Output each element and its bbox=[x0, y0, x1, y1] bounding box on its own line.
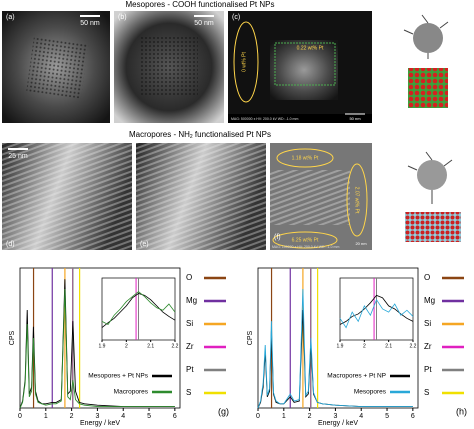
inset-x-tick-label: 2.1 bbox=[385, 343, 392, 349]
x-tick-label: 1 bbox=[282, 413, 286, 420]
inset-x-tick-label: 2.2 bbox=[172, 343, 179, 349]
panel-label: (h) bbox=[456, 406, 467, 416]
element-name: Mg bbox=[424, 296, 435, 305]
x-tick-label: 6 bbox=[411, 413, 415, 420]
annotation: 1.18 wt% Pt bbox=[292, 155, 319, 161]
panel-label: (f) bbox=[274, 234, 281, 241]
annotation: 0.22 wt% Pt bbox=[297, 45, 324, 51]
y-axis-label: CPS bbox=[247, 330, 254, 345]
y-axis-label: CPS bbox=[9, 330, 16, 345]
x-tick-label: 3 bbox=[333, 413, 337, 420]
region-ellipse bbox=[346, 163, 368, 237]
x-tick-label: 3 bbox=[95, 413, 99, 420]
element-name: Zr bbox=[424, 342, 432, 351]
legend-label: Macropores bbox=[114, 389, 149, 396]
panel-label: (g) bbox=[218, 406, 229, 416]
ligands bbox=[403, 14, 449, 59]
element-name: Si bbox=[424, 319, 431, 328]
annotation: 0 wt% Pt bbox=[241, 52, 247, 72]
legend-label: Mesopores bbox=[354, 389, 387, 396]
region-ellipse bbox=[276, 148, 334, 168]
x-tick-label: 0 bbox=[256, 413, 260, 420]
element-name: O bbox=[186, 273, 192, 282]
nanoparticle bbox=[413, 23, 443, 53]
slab-model bbox=[405, 212, 461, 242]
element-name: Zr bbox=[186, 342, 194, 351]
top-title: Mesopores - COOH functionalised Pt NPs bbox=[126, 0, 275, 9]
element-name: S bbox=[186, 388, 191, 397]
x-tick-label: 4 bbox=[359, 413, 363, 420]
pore-texture bbox=[140, 35, 198, 95]
plot-frame bbox=[19, 267, 181, 409]
panel-label: (b) bbox=[118, 14, 127, 21]
series-line bbox=[101, 293, 176, 328]
particle bbox=[270, 40, 338, 100]
panel-label: (d) bbox=[6, 241, 15, 248]
annotation: 2.07 wt% Pt bbox=[354, 187, 360, 214]
info-text: MAG: 100000 x HV: 200.0 kV WD: -1.0 mm bbox=[272, 245, 339, 249]
x-axis-label: Energy / keV bbox=[318, 420, 358, 427]
element-name: Mg bbox=[186, 296, 197, 305]
series-line bbox=[101, 291, 176, 326]
series-line bbox=[339, 294, 414, 325]
inset-x-tick-label: 2 bbox=[125, 343, 128, 349]
title-part: functionalised Pt NPs bbox=[193, 130, 271, 139]
scale-label: 50 nm bbox=[349, 116, 361, 121]
stripe-texture bbox=[2, 143, 132, 250]
panel-label: (a) bbox=[6, 14, 15, 21]
stripe-texture bbox=[270, 170, 350, 225]
pore-texture bbox=[26, 36, 89, 99]
inset-x-tick-label: 1.9 bbox=[99, 343, 106, 349]
x-tick-label: 6 bbox=[173, 413, 177, 420]
element-name: O bbox=[424, 273, 430, 282]
x-tick-label: 2 bbox=[308, 413, 312, 420]
info-text: MAG: 500000 x HV: 200.0 kV WD: -1.0 mm bbox=[231, 117, 298, 121]
series-line bbox=[19, 288, 175, 409]
middle-title: Macropores - NH2 functionalised Pt NPs bbox=[129, 130, 271, 140]
inset-x-tick-label: 2.2 bbox=[410, 343, 417, 349]
title-part: Macropores - NH bbox=[129, 130, 190, 139]
scale-label: 50 nm bbox=[194, 20, 214, 27]
x-tick-label: 1 bbox=[44, 413, 48, 420]
series-line bbox=[339, 298, 414, 329]
nanoparticle bbox=[417, 160, 447, 190]
stripe-texture bbox=[136, 143, 266, 250]
inset-x-tick-label: 1.9 bbox=[337, 343, 344, 349]
x-tick-label: 2 bbox=[70, 413, 74, 420]
element-name: S bbox=[424, 388, 429, 397]
element-name: Pt bbox=[186, 365, 194, 374]
panel-label: (e) bbox=[140, 241, 149, 248]
x-axis-label: Energy / keV bbox=[80, 420, 120, 427]
ligands bbox=[407, 151, 453, 204]
x-tick-label: 5 bbox=[385, 413, 389, 420]
legend-label: Mesopores + Pt NPs bbox=[88, 373, 149, 380]
scale-label: 25 nm bbox=[8, 153, 28, 160]
element-name: Pt bbox=[424, 365, 432, 374]
region-ellipse bbox=[233, 21, 259, 103]
info-bar bbox=[228, 114, 372, 123]
x-tick-label: 5 bbox=[147, 413, 151, 420]
panel-label: (c) bbox=[232, 14, 240, 21]
legend-label: Macropores + Pt NP bbox=[327, 373, 386, 380]
cube-model bbox=[408, 68, 448, 108]
annotation: 6.25 wt% Pt bbox=[292, 237, 319, 243]
scale-label: 20 nm bbox=[355, 241, 367, 246]
inset-x-tick-label: 2 bbox=[363, 343, 366, 349]
title-subscript: 2 bbox=[190, 134, 193, 140]
plot-frame bbox=[257, 267, 419, 409]
series-line bbox=[257, 288, 413, 409]
region-box bbox=[274, 42, 336, 86]
scale-label: 50 nm bbox=[80, 20, 100, 27]
region-ellipse bbox=[272, 231, 338, 249]
element-name: Si bbox=[186, 319, 193, 328]
x-tick-label: 0 bbox=[18, 413, 22, 420]
x-tick-label: 4 bbox=[121, 413, 125, 420]
inset-x-tick-label: 2.1 bbox=[147, 343, 154, 349]
